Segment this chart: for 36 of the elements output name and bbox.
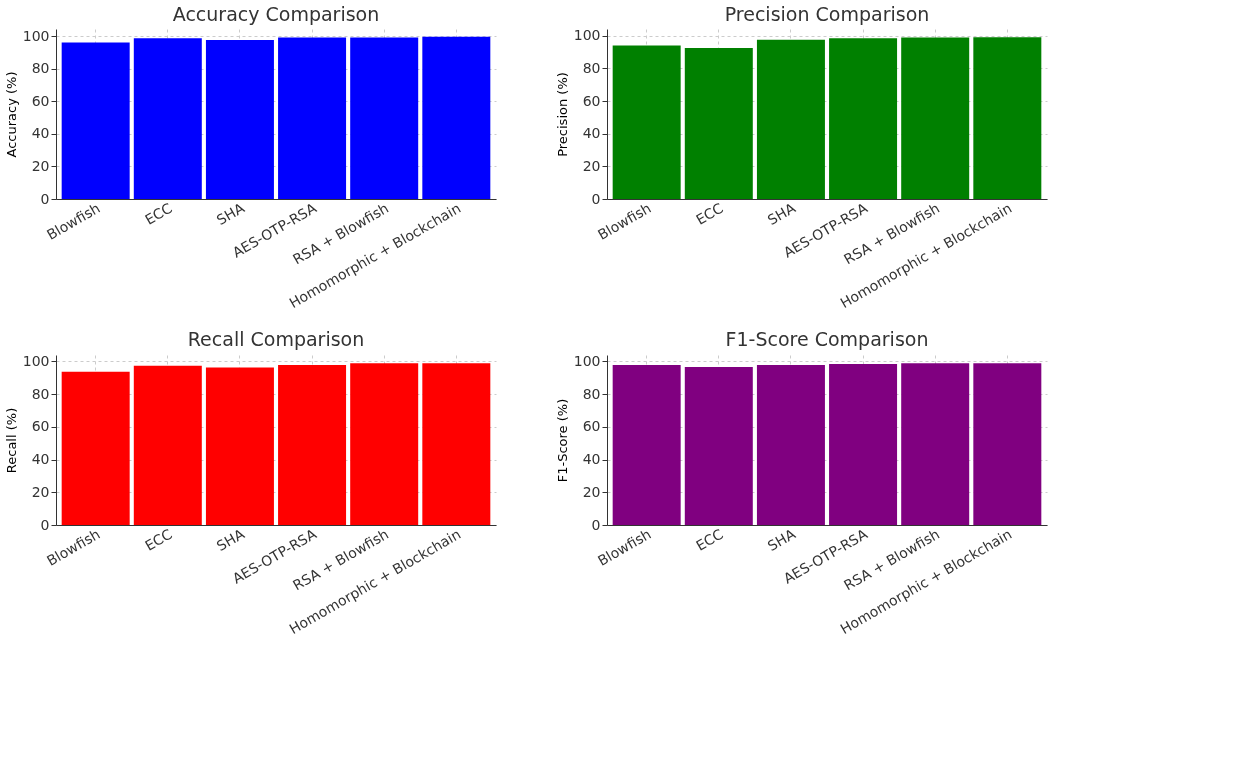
y-tick-label: 60: [582, 92, 601, 109]
y-tick-label: 40: [582, 451, 601, 468]
y-tick-label: 40: [31, 451, 50, 468]
y-tick-label: 60: [31, 418, 50, 435]
y-axis-title: Precision (%): [554, 72, 570, 157]
chart-title: Precision Comparison: [724, 2, 930, 25]
y-tick-label: 100: [22, 352, 50, 369]
y-tick-label: 20: [31, 483, 50, 500]
y-tick-label: 0: [591, 516, 601, 533]
x-tick-label: ECC: [142, 525, 175, 554]
x-tick-label: ECC: [142, 199, 175, 228]
y-tick-label: 0: [40, 516, 50, 533]
y-tick-label: 40: [31, 125, 50, 142]
y-tick-label: 20: [31, 158, 50, 174]
y-axis-title: F1-Score (%): [554, 398, 570, 483]
y-axis-title: Accuracy (%): [3, 71, 19, 158]
y-tick-label: 20: [582, 483, 601, 500]
y-tick-label: 80: [31, 385, 50, 402]
chart-title: Recall Comparison: [187, 328, 365, 351]
chart-title: F1-Score Comparison: [725, 328, 929, 351]
y-tick-label: 0: [591, 190, 601, 207]
y-tick-label: 20: [582, 157, 601, 174]
x-tick-label: ECC: [693, 525, 726, 554]
y-tick-label: 80: [31, 60, 50, 77]
y-axis-title: Recall (%): [3, 407, 19, 474]
y-tick-label: 40: [582, 125, 601, 142]
y-tick-label: 100: [22, 27, 50, 44]
y-tick-label: 60: [31, 92, 50, 109]
y-tick-label: 60: [582, 418, 601, 435]
y-tick-label: 80: [582, 385, 601, 402]
chart-title: Accuracy Comparison: [172, 3, 380, 25]
y-tick-label: 100: [573, 27, 601, 44]
x-tick-label: ECC: [693, 199, 726, 228]
y-tick-label: 0: [40, 190, 50, 207]
y-tick-label: 80: [582, 59, 601, 76]
y-tick-label: 100: [573, 352, 601, 369]
